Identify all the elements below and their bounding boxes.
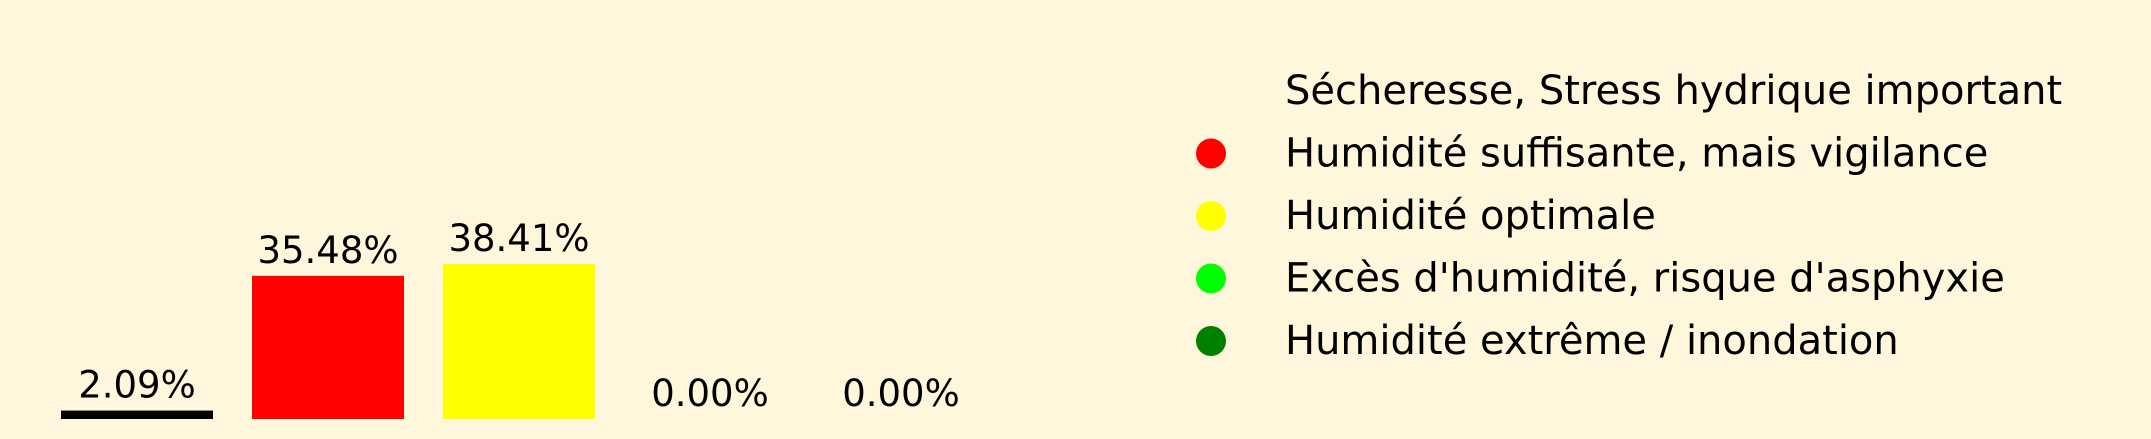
bar-value-labels: 2.09% 35.48% 38.41% 0.00% 0.00% <box>78 217 960 415</box>
legend-label-5: Humidité extrême / inondation <box>1285 318 1899 364</box>
bar-value-label-4: 0.00% <box>651 372 769 415</box>
bar-3 <box>443 264 595 419</box>
legend-item-4: Excès d'humidité, risque d'asphyxie <box>1196 256 2005 302</box>
legend-label-1: Sécheresse, Stress hydrique important <box>1285 68 2062 114</box>
bar-value-label-3: 38.41% <box>448 217 589 260</box>
legend-marker-2 <box>1196 138 1226 169</box>
bars-group <box>61 264 595 419</box>
legend-marker-3 <box>1196 201 1226 231</box>
legend-item-2: Humidité suffisante, mais vigilance <box>1196 131 1988 177</box>
legend-item-5: Humidité extrême / inondation <box>1196 318 1899 364</box>
legend-label-4: Excès d'humidité, risque d'asphyxie <box>1285 256 2005 302</box>
bar-value-label-2: 35.48% <box>257 229 398 272</box>
legend: Sécheresse, Stress hydrique important Hum… <box>1196 68 2062 364</box>
legend-item-3: Humidité optimale <box>1196 193 1656 239</box>
bar-1 <box>61 410 213 419</box>
bar-2 <box>252 275 404 419</box>
bar-value-label-5: 0.00% <box>842 372 960 415</box>
legend-marker-4 <box>1196 263 1226 294</box>
legend-item-1: Sécheresse, Stress hydrique important <box>1285 68 2062 114</box>
bar-value-label-1: 2.09% <box>78 364 196 407</box>
legend-marker-5 <box>1196 326 1226 356</box>
legend-label-2: Humidité suffisante, mais vigilance <box>1285 131 1988 177</box>
legend-label-3: Humidité optimale <box>1285 193 1656 239</box>
